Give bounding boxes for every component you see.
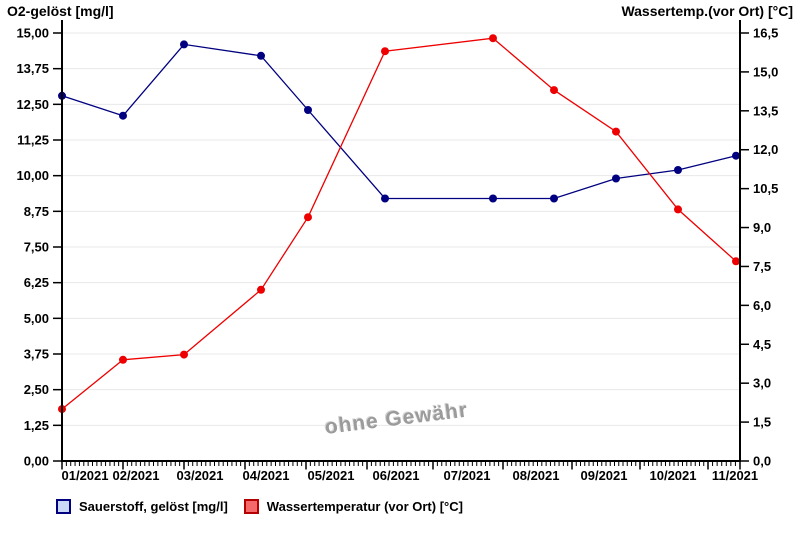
temperature-point: [612, 127, 620, 136]
oxygen-point: [732, 151, 740, 160]
x-axis-month-label: 07/2021: [444, 468, 491, 483]
left-axis-tick-label: 13,75: [16, 61, 49, 76]
x-axis-month-label: 02/2021: [113, 468, 160, 483]
left-axis-title: O2-gelöst [mg/l]: [7, 3, 114, 19]
legend-swatch-temperature-icon: [243, 499, 259, 514]
left-axis-tick-label: 2,50: [24, 382, 49, 397]
left-axis-tick-label: 3,75: [24, 347, 49, 362]
oxygen-point: [180, 40, 188, 49]
oxygen-point: [119, 111, 127, 120]
x-axis-month-label: 04/2021: [243, 468, 290, 483]
right-axis-tick-label: 0,0: [753, 454, 771, 469]
x-axis-month-label: 05/2021: [308, 468, 355, 483]
right-axis-tick-label: 13,5: [753, 103, 778, 118]
legend-label-oxygen: Sauerstoff, gelöst [mg/l]: [79, 499, 228, 514]
x-axis-month-label: 10/2021: [650, 468, 697, 483]
temperature-point: [180, 350, 188, 359]
temperature-point: [674, 205, 682, 214]
right-axis-tick-label: 1,5: [753, 415, 771, 430]
legend: Sauerstoff, gelöst [mg/l] Wassertemperat…: [56, 499, 479, 514]
temperature-point: [489, 34, 497, 43]
left-axis-tick-label: 11,25: [17, 133, 49, 148]
legend-swatch-oxygen-icon: [56, 499, 71, 514]
left-axis-tick-label: 10,00: [16, 168, 49, 183]
left-axis-tick-label: 8,75: [24, 204, 49, 219]
left-axis-tick-label: 1,25: [24, 418, 49, 433]
oxygen-point: [674, 166, 682, 174]
x-axis-month-label: 03/2021: [177, 468, 224, 483]
oxygen-point: [489, 194, 497, 203]
right-axis-tick-label: 15,0: [753, 64, 778, 79]
temperature-point: [550, 86, 558, 95]
oxygen-point: [381, 194, 389, 203]
right-axis-tick-label: 16,5: [753, 26, 778, 41]
right-axis-tick-label: 10,5: [753, 181, 778, 196]
left-axis-tick-label: 15,00: [16, 26, 49, 41]
right-axis-title: Wassertemp.(vor Ort) [°C]: [621, 3, 793, 19]
x-axis-month-label: 11/2021: [712, 468, 758, 483]
right-axis-tick-label: 9,0: [753, 220, 771, 235]
legend-label-temperature: Wassertemperatur (vor Ort) [°C]: [266, 499, 463, 514]
oxygen-point: [612, 174, 620, 183]
left-axis-tick-label: 5,00: [24, 311, 49, 326]
temperature-line: [61, 37, 737, 410]
left-axis-tick-label: 6,25: [24, 275, 49, 290]
temperature-point: [119, 355, 127, 364]
left-axis-tick-label: 0,00: [24, 454, 49, 469]
temperature-point: [381, 47, 389, 56]
right-axis-tick-label: 7,5: [753, 259, 771, 274]
x-axis-month-label: 09/2021: [581, 468, 628, 483]
x-axis-month-label: 06/2021: [373, 468, 420, 483]
oxygen-point: [550, 194, 558, 203]
x-axis-month-label: 01/2021: [62, 468, 109, 483]
x-axis-month-label: 08/2021: [513, 468, 560, 483]
temperature-point: [304, 213, 312, 222]
right-axis-tick-label: 12,0: [753, 142, 778, 157]
right-axis-tick-label: 4,5: [753, 337, 771, 352]
oxygen-point: [257, 51, 265, 60]
left-axis-tick-label: 7,50: [24, 240, 49, 255]
right-axis-tick-label: 6,0: [753, 298, 771, 313]
right-axis-tick-label: 3,0: [753, 376, 771, 391]
oxygen-point: [304, 106, 312, 114]
left-axis-tick-label: 12,50: [16, 97, 49, 112]
temperature-point: [257, 285, 265, 294]
temperature-point: [732, 257, 740, 266]
